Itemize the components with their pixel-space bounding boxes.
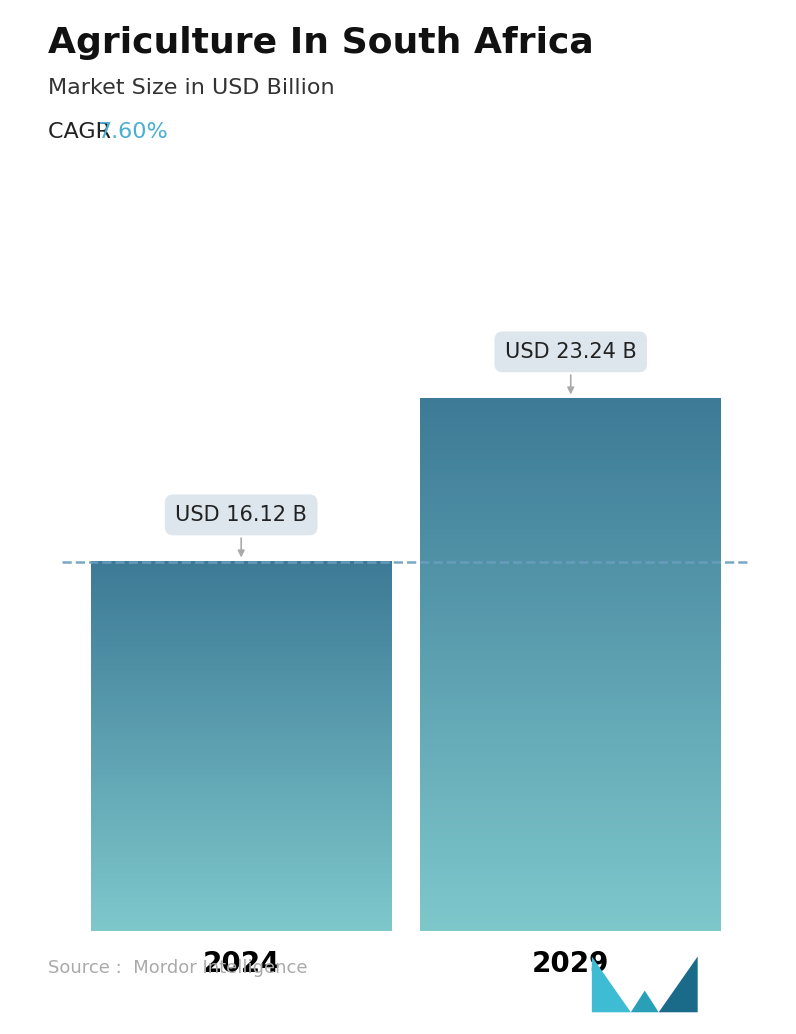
Text: USD 16.12 B: USD 16.12 B	[175, 505, 307, 555]
Polygon shape	[591, 956, 630, 1012]
Text: Agriculture In South Africa: Agriculture In South Africa	[48, 26, 594, 60]
Text: USD 23.24 B: USD 23.24 B	[505, 342, 637, 393]
Text: Source :  Mordor Intelligence: Source : Mordor Intelligence	[48, 960, 307, 977]
Text: Market Size in USD Billion: Market Size in USD Billion	[48, 78, 334, 97]
Polygon shape	[659, 956, 697, 1012]
Text: 7.60%: 7.60%	[97, 122, 168, 142]
Polygon shape	[630, 991, 659, 1012]
Text: CAGR: CAGR	[48, 122, 118, 142]
